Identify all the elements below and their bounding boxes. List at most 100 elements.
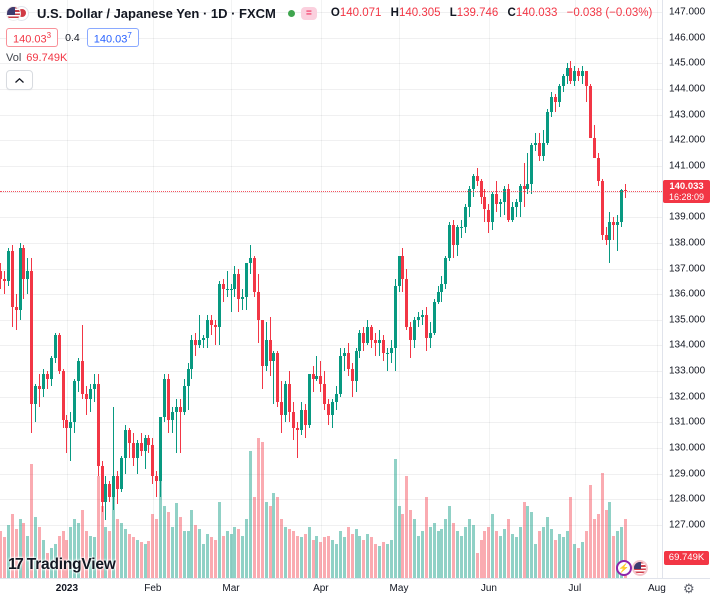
- grid-line-horizontal: [0, 396, 662, 398]
- candle-body: [327, 404, 331, 415]
- candle-body: [413, 319, 417, 341]
- candle-body: [209, 319, 213, 325]
- candle-body: [174, 407, 178, 413]
- candle-body: [84, 394, 88, 400]
- spread-value: 0.4: [65, 31, 80, 44]
- volume-bar: [471, 525, 475, 578]
- volume-bar: [69, 527, 73, 578]
- candle-body: [245, 263, 249, 297]
- market-status-dot-icon: [287, 9, 295, 17]
- candle-wick: [39, 373, 41, 407]
- volume-bar: [506, 518, 510, 578]
- volume-bar: [588, 484, 592, 578]
- candle-body: [61, 371, 65, 420]
- chart-plot-area[interactable]: 17 TradingView ⚡: [0, 0, 662, 578]
- volume-bar: [592, 518, 596, 578]
- candle-body: [268, 340, 272, 361]
- candle-body: [299, 409, 303, 431]
- candle-body: [471, 176, 475, 189]
- volume-bar: [315, 535, 319, 578]
- candle-body: [170, 412, 174, 420]
- candle-body: [581, 70, 585, 77]
- candle-wick: [214, 319, 216, 346]
- candle-body: [206, 319, 210, 338]
- data-mode-badge[interactable]: =: [300, 6, 317, 20]
- candle-body: [444, 258, 448, 284]
- volume-bar: [354, 528, 358, 578]
- volume-bar: [417, 535, 421, 578]
- candle-body: [120, 458, 124, 490]
- volume-bar: [88, 535, 92, 578]
- price-tick-label: 138.000: [669, 237, 706, 249]
- volume-bar: [61, 531, 65, 578]
- volume-row: Vol 69.749K: [6, 52, 658, 65]
- candle-wick: [613, 217, 615, 241]
- volume-bar: [167, 511, 170, 578]
- candle-body: [139, 442, 143, 451]
- volume-bar: [2, 537, 6, 578]
- volume-bar: [65, 539, 69, 578]
- time-tick-label: 2023: [55, 583, 79, 594]
- grid-line-horizontal: [0, 140, 662, 142]
- sell-button[interactable]: 140.033: [6, 27, 59, 48]
- volume-bar: [81, 510, 85, 578]
- grid-line-horizontal: [0, 473, 662, 475]
- candle-body: [69, 422, 73, 428]
- candle-wick: [199, 314, 201, 348]
- volume-bar: [209, 537, 213, 578]
- candle-body: [565, 68, 569, 77]
- candle-body: [405, 278, 409, 328]
- grid-line-horizontal: [0, 114, 662, 116]
- candle-body: [370, 327, 374, 341]
- event-icon-us-flag[interactable]: [632, 560, 648, 576]
- volume-bar: [112, 484, 116, 578]
- tradingview-watermark[interactable]: 17 TradingView: [8, 556, 116, 574]
- collapse-legend-button[interactable]: [6, 70, 33, 90]
- volume-bar: [0, 531, 2, 578]
- candle-body: [49, 358, 53, 379]
- symbol-title[interactable]: U.S. Dollar / Japanese Yen · 1D · FXCM: [37, 5, 276, 21]
- volume-bar: [444, 518, 448, 578]
- candle-wick: [386, 348, 388, 372]
- candle-body: [163, 378, 167, 418]
- candle-body: [612, 222, 616, 225]
- volume-bar: [18, 518, 22, 578]
- candle-body: [284, 383, 288, 415]
- low-value: 139.746: [456, 7, 499, 19]
- candle-body: [96, 383, 100, 466]
- time-axis[interactable]: ⚙ 2023 Feb Mar Apr May Jun Jul Aug: [0, 578, 710, 601]
- tradingview-logo-icon: 17: [8, 556, 24, 573]
- volume-bar: [397, 505, 401, 578]
- candle-wick: [156, 471, 158, 497]
- volume-bar: [139, 542, 143, 578]
- volume-bar: [194, 525, 198, 578]
- candle-body: [217, 283, 221, 328]
- grid-line-horizontal: [0, 525, 662, 526]
- candle-body: [319, 376, 323, 384]
- candle-body: [147, 437, 151, 446]
- event-icon-bolt[interactable]: ⚡: [616, 560, 632, 576]
- candle-body: [276, 353, 280, 402]
- volume-bar: [495, 531, 499, 578]
- candle-wick: [500, 199, 502, 218]
- volume-bar: [92, 537, 96, 578]
- grid-line-horizontal: [0, 12, 662, 13]
- volume-bar: [229, 533, 233, 578]
- candle-wick: [144, 435, 146, 469]
- candle-body: [229, 289, 233, 291]
- candle-body: [178, 407, 182, 413]
- candle-body: [100, 466, 104, 502]
- gear-icon[interactable]: ⚙: [683, 581, 695, 596]
- candle-body: [108, 483, 112, 497]
- candle-wick: [230, 283, 232, 313]
- time-tick-label: Mar: [222, 583, 240, 594]
- volume-bar: [311, 539, 315, 578]
- price-axis[interactable]: 140.033 16:28:09 69.749K 147.000 146.000 1…: [662, 0, 710, 578]
- candle-wick: [316, 355, 318, 382]
- buy-button[interactable]: 140.037: [86, 27, 139, 48]
- candle-body: [526, 183, 530, 189]
- candle-body: [510, 206, 514, 220]
- candle-body: [534, 142, 538, 146]
- volume-bar: [518, 527, 522, 578]
